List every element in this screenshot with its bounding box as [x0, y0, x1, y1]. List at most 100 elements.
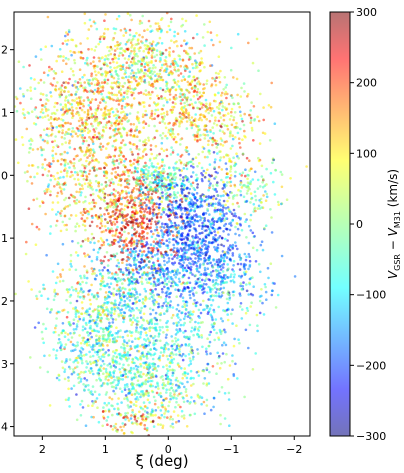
scatter-point: [187, 116, 190, 120]
scatter-point: [171, 230, 174, 234]
scatter-point: [235, 121, 238, 125]
scatter-point: [231, 144, 234, 148]
scatter-point: [145, 297, 148, 301]
scatter-point: [141, 203, 144, 207]
scatter-point: [81, 102, 85, 106]
scatter-point: [118, 43, 121, 46]
scatter-point: [269, 208, 272, 211]
scatter-point: [96, 83, 99, 86]
scatter-point: [248, 255, 251, 258]
scatter-point: [134, 196, 137, 199]
scatter-point: [191, 157, 195, 161]
scatter-point: [218, 271, 222, 275]
scatter-point: [229, 170, 232, 173]
scatter-point: [123, 208, 126, 211]
scatter-point: [144, 289, 148, 293]
scatter-point: [197, 256, 200, 260]
scatter-point: [131, 321, 134, 324]
scatter-point: [234, 244, 238, 248]
scatter-point: [84, 122, 87, 125]
scatter-point: [131, 273, 135, 277]
scatter-point: [146, 63, 150, 67]
scatter-point: [67, 90, 70, 93]
scatter-point: [240, 228, 244, 232]
scatter-point: [77, 96, 81, 99]
scatter-point: [169, 271, 172, 274]
scatter-point: [217, 107, 221, 110]
scatter-point: [200, 248, 203, 251]
scatter-point: [265, 167, 268, 171]
scatter-point: [257, 156, 260, 160]
scatter-point: [86, 150, 90, 153]
scatter-point: [74, 225, 77, 228]
scatter-point: [99, 213, 103, 217]
scatter-point: [70, 170, 73, 174]
scatter-point: [112, 253, 115, 256]
scatter-point: [135, 125, 139, 129]
scatter-point: [116, 166, 120, 169]
scatter-point: [142, 92, 146, 96]
scatter-point: [111, 214, 115, 217]
scatter-point: [153, 124, 156, 128]
scatter-point: [194, 59, 197, 62]
scatter-point: [130, 241, 133, 244]
scatter-point: [172, 234, 175, 237]
scatter-point: [173, 273, 176, 277]
scatter-point: [61, 106, 65, 109]
scatter-point: [97, 181, 101, 184]
scatter-point: [165, 84, 168, 87]
scatter-point: [217, 91, 220, 95]
scatter-point: [67, 128, 70, 131]
scatter-point: [162, 270, 165, 273]
scatter-point: [150, 56, 154, 59]
scatter-point: [248, 323, 252, 327]
scatter-point: [250, 101, 253, 104]
scatter-point: [45, 188, 48, 191]
scatter-point: [176, 249, 180, 253]
scatter-point: [174, 239, 178, 243]
scatter-point: [132, 60, 136, 63]
scatter-point: [185, 264, 189, 267]
scatter-point: [113, 255, 117, 259]
scatter-point: [90, 267, 94, 270]
scatter-point: [124, 157, 128, 161]
scatter-point: [104, 218, 107, 221]
scatter-point: [113, 44, 117, 48]
scatter-point: [144, 138, 147, 142]
scatter-point: [69, 175, 72, 178]
scatter-point: [174, 176, 178, 179]
scatter-point: [120, 119, 124, 123]
scatter-point: [161, 115, 164, 119]
scatter-point: [182, 253, 185, 256]
scatter-point: [241, 284, 244, 288]
scatter-point: [132, 91, 135, 95]
scatter-point: [145, 203, 148, 207]
scatter-point: [269, 171, 273, 175]
scatter-point: [156, 77, 159, 81]
scatter-point: [113, 272, 117, 276]
scatter-point: [84, 150, 88, 154]
scatter-point: [205, 106, 209, 110]
scatter-point: [96, 295, 100, 298]
scatter-point: [179, 295, 182, 298]
scatter-point: [198, 116, 202, 120]
scatter-point: [167, 174, 170, 177]
scatter-point: [144, 207, 148, 211]
scatter-point: [232, 116, 236, 119]
scatter-point: [49, 91, 52, 94]
scatter-point: [139, 185, 143, 188]
scatter-point: [55, 219, 59, 223]
scatter-point: [146, 45, 150, 48]
scatter-point: [280, 254, 284, 258]
scatter-point: [217, 295, 221, 298]
scatter-point: [87, 182, 90, 185]
scatter-point: [92, 56, 96, 59]
scatter-point: [154, 188, 158, 191]
scatter-point: [207, 139, 210, 143]
scatter-point: [93, 88, 97, 92]
scatter-point: [157, 171, 160, 174]
scatter-point: [93, 64, 97, 68]
scatter-point: [242, 265, 246, 268]
scatter-point: [220, 122, 224, 126]
scatter-point: [69, 332, 72, 335]
